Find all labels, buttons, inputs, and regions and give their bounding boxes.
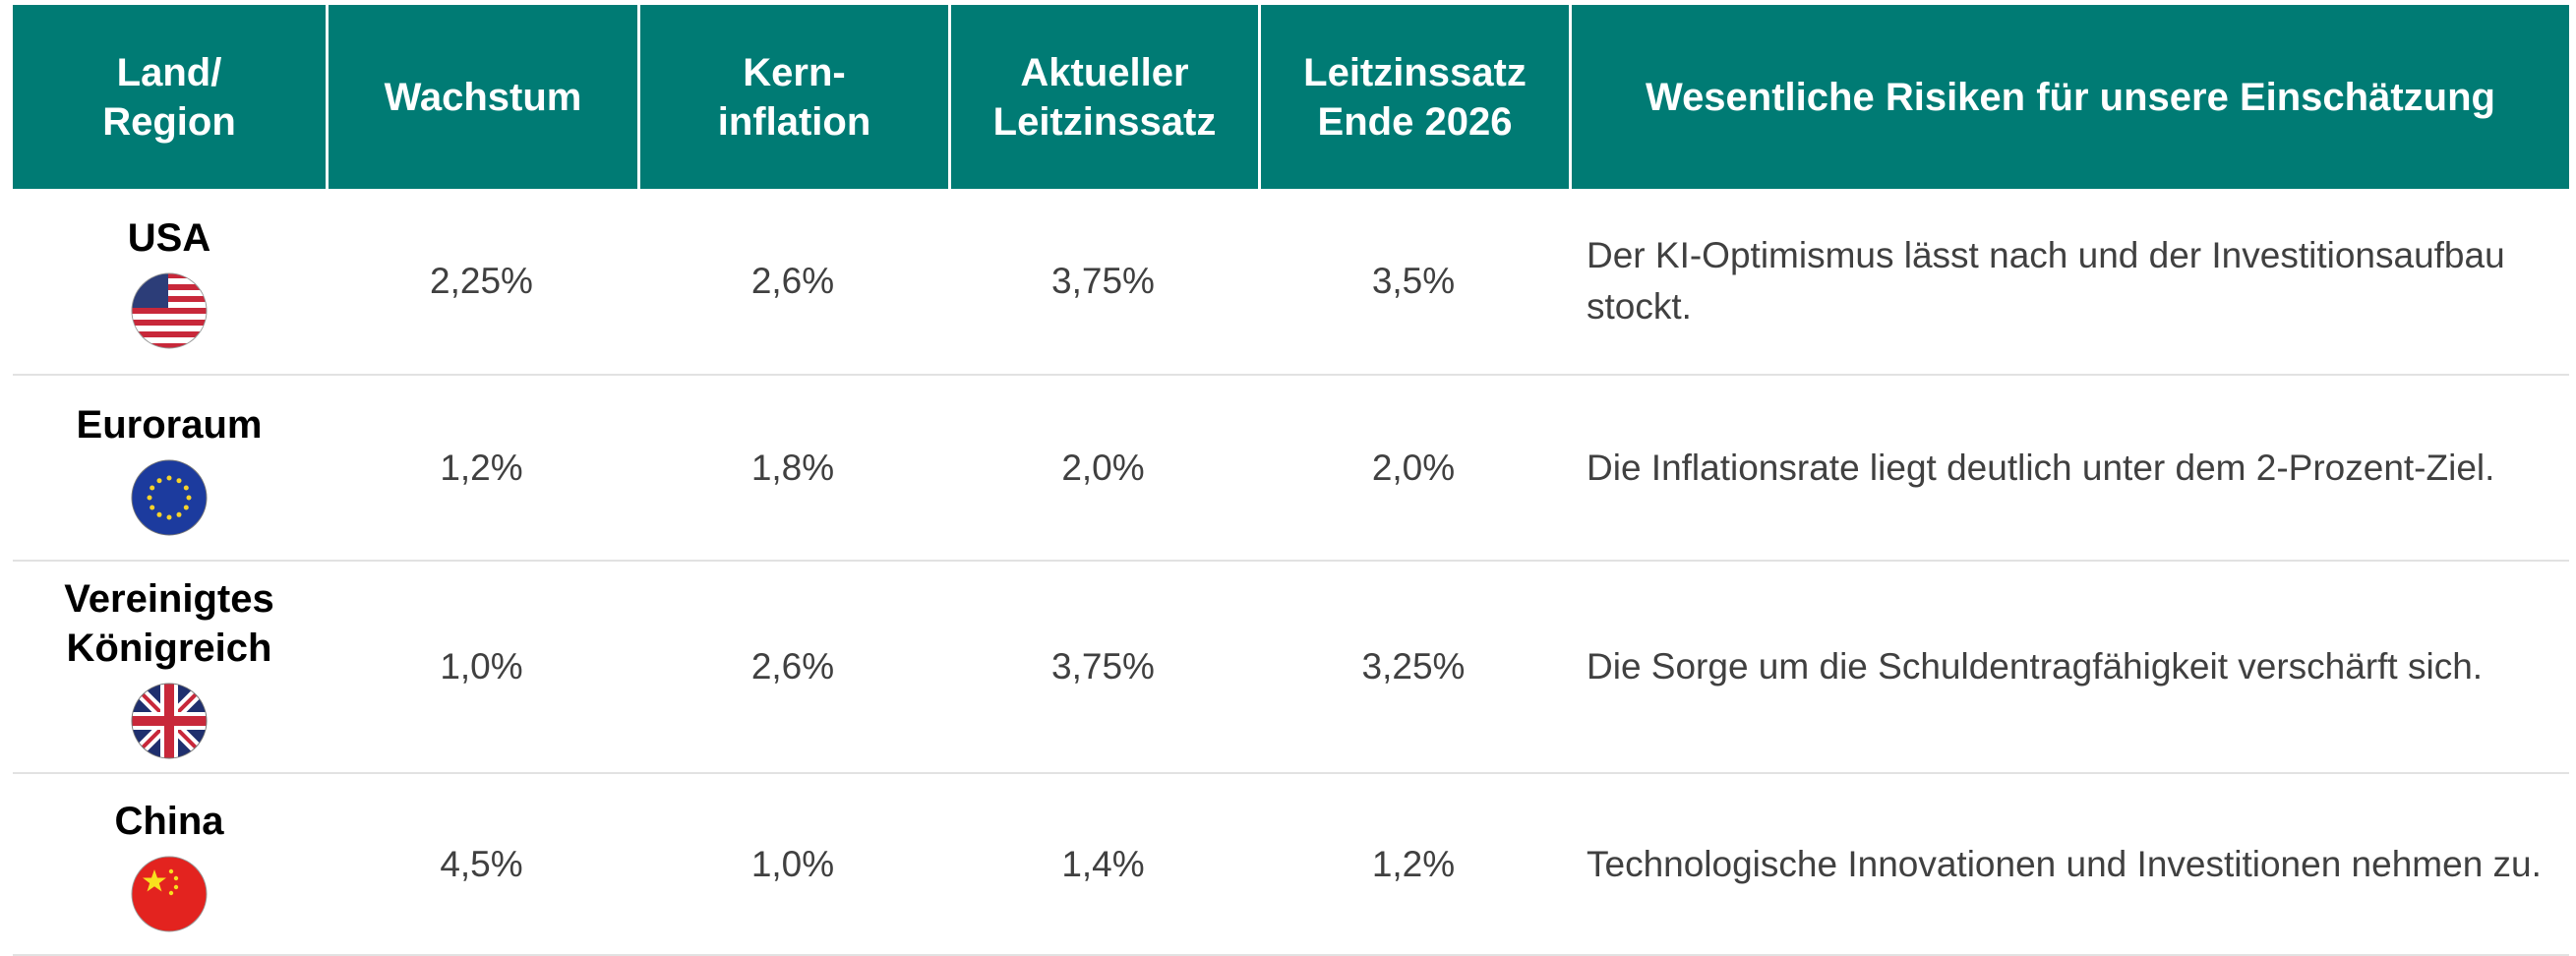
country-cell: Euroraum <box>13 376 326 560</box>
cell-text: 3,75% <box>1051 261 1155 301</box>
cell-text: 2,25% <box>430 261 533 301</box>
cell-text: 2,6% <box>750 261 835 301</box>
header-cell: Wesentliche Risiken für unsere Einschätz… <box>1569 5 2569 189</box>
risk-cell: Technologische Innovationen und Investit… <box>1569 774 2569 954</box>
country-cell: China <box>13 774 326 954</box>
table: Land/Region Wachstum Kern-inflation Aktuell… <box>13 5 2569 956</box>
cell-text: 1,4% <box>1061 843 1145 884</box>
cell-text: 4,5% <box>440 843 523 884</box>
country-name: USA <box>127 216 211 260</box>
value-cell: 4,5% <box>326 774 637 954</box>
value-cell: 1,0% <box>637 774 948 954</box>
risk-cell: Die Inflationsrate liegt deutlich unter … <box>1569 376 2569 560</box>
cell-text: 2,0% <box>1061 447 1145 488</box>
flag-usa <box>131 272 208 349</box>
country-name: Euroraum <box>76 402 263 447</box>
value-cell: 3,5% <box>1258 189 1569 374</box>
cell-text: 1,0% <box>750 843 835 884</box>
cell-text: 3,25% <box>1361 646 1466 687</box>
value-cell: 2,25% <box>326 189 637 374</box>
value-cell: 1,0% <box>326 562 637 772</box>
cell-text: 3,5% <box>1371 261 1456 301</box>
value-cell: 2,6% <box>637 562 948 772</box>
header-text: Land/ <box>116 50 222 94</box>
value-cell: 2,0% <box>948 376 1258 560</box>
header-text: Kern- <box>743 50 846 94</box>
table-row: Euroraum 1,2% 1,8% 2,0% 2,0% Die Inflationsr… <box>13 376 2569 562</box>
header-text: Aktueller <box>1020 50 1189 94</box>
cell-text: Technologische Innovationen und Investit… <box>1587 843 2542 884</box>
header-text: Ende 2026 <box>1317 99 1513 144</box>
header-text: Wesentliche Risiken für unsere Einschätz… <box>1646 75 2495 119</box>
flag-china <box>131 856 208 931</box>
value-cell: 3,75% <box>948 562 1258 772</box>
country-cell: Vereinigtes Königreich <box>13 562 326 772</box>
header-cell: Kern-inflation <box>637 5 948 189</box>
cell-text: 1,8% <box>750 447 835 488</box>
header-text: Leitzinssatz <box>992 99 1217 144</box>
header-cell: Land/Region <box>13 5 326 189</box>
header-text: Wachstum <box>384 75 582 119</box>
header-cell: Leitzinssatz Ende 2026 <box>1258 5 1569 189</box>
header-row: Land/Region Wachstum Kern-inflation Aktuell… <box>13 5 2569 189</box>
header-cell: Aktueller Leitzinssatz <box>948 5 1258 189</box>
table-row: USA 2,25% 2,6% 3,75% 3,5% Der KI-Optimismus … <box>13 189 2569 376</box>
flag-uk <box>131 683 208 759</box>
table-row: Vereinigtes Königreich 1,0% 2,6% 3,75% 3,25… <box>13 562 2569 774</box>
cell-text: Die Sorge um die Schuldentragfähigkeit v… <box>1587 646 2484 687</box>
cell-text: 1,0% <box>440 646 523 687</box>
value-cell: 3,75% <box>948 189 1258 374</box>
cell-text: Die Inflationsrate liegt deutlich unter … <box>1587 447 2495 488</box>
value-cell: 1,8% <box>637 376 948 560</box>
value-cell: 2,0% <box>1258 376 1569 560</box>
table-row: China 4,5% 1,0% 1,4% 1,2% Technologische Inn… <box>13 774 2569 956</box>
country-name: China <box>114 799 224 843</box>
header-text: Region <box>102 99 236 144</box>
header-cell: Wachstum <box>326 5 637 189</box>
cell-text: 2,0% <box>1371 447 1456 488</box>
cell-text: 1,2% <box>440 447 523 488</box>
header-text: Leitzinssatz <box>1303 50 1527 94</box>
cell-text: 2,6% <box>750 646 835 687</box>
flag-eu <box>131 459 208 535</box>
value-cell: 1,4% <box>948 774 1258 954</box>
risk-cell: Die Sorge um die Schuldentragfähigkeit v… <box>1569 562 2569 772</box>
header-text: inflation <box>717 99 871 144</box>
cell-text: 1,2% <box>1371 843 1456 884</box>
value-cell: 2,6% <box>637 189 948 374</box>
cell-text: Der KI-Optimismus lässt nach und der Inv… <box>1587 235 2505 327</box>
risk-cell: Der KI-Optimismus lässt nach und der Inv… <box>1569 189 2569 374</box>
value-cell: 1,2% <box>326 376 637 560</box>
cell-text: 3,75% <box>1051 646 1155 687</box>
value-cell: 1,2% <box>1258 774 1569 954</box>
country-cell: USA <box>13 189 326 374</box>
value-cell: 3,25% <box>1258 562 1569 772</box>
country-name: Vereinigtes Königreich <box>64 577 274 670</box>
